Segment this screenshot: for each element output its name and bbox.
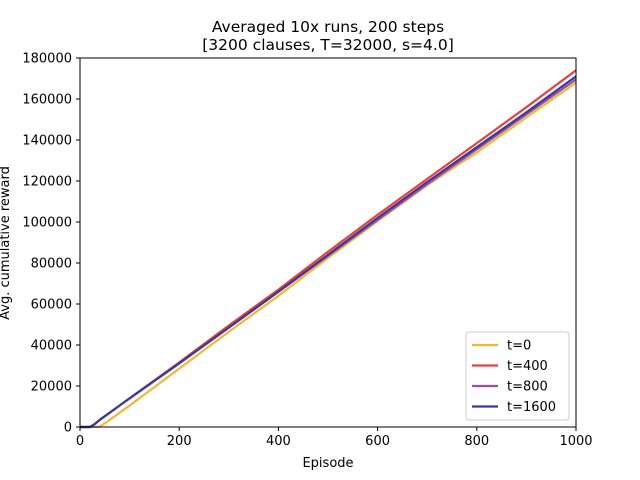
y-tick-label-9: 180000 xyxy=(22,52,72,67)
y-tick-label-8: 160000 xyxy=(22,93,72,108)
y-tick-label-3: 60000 xyxy=(31,298,72,313)
series-line-0 xyxy=(80,81,577,429)
x-tick-label-2: 400 xyxy=(266,434,291,449)
chart-title: Averaged 10x runs, 200 steps xyxy=(212,18,444,36)
x-tick-label-1: 200 xyxy=(167,434,192,449)
legend: t=0 t=400 t=800 t=1600 xyxy=(465,331,570,421)
y-tick-label-2: 40000 xyxy=(31,339,72,354)
y-tick-label-1: 20000 xyxy=(31,380,72,395)
legend-label-2: t=800 xyxy=(507,380,548,395)
x-axis-label: Episode xyxy=(302,456,353,471)
y-tick-label-0: 0 xyxy=(64,421,72,436)
legend-label-1: t=400 xyxy=(507,359,548,374)
y-tick-label-7: 140000 xyxy=(22,134,72,149)
x-tick-label-5: 1000 xyxy=(559,434,592,449)
x-axis: 0 200 400 600 800 1000 xyxy=(76,427,593,449)
y-axis: 0 20000 40000 60000 80000 100000 120000 140000 1… xyxy=(22,52,80,436)
y-tick-label-6: 120000 xyxy=(22,175,72,190)
y-axis-label: Avg. cumulative reward xyxy=(0,166,13,320)
series-layer xyxy=(80,69,577,429)
chart-subtitle: [3200 clauses, T=32000, s=4.0] xyxy=(202,36,454,54)
legend-box xyxy=(465,331,570,421)
x-tick-label-4: 800 xyxy=(464,434,489,449)
x-tick-label-0: 0 xyxy=(76,434,84,449)
series-line-3 xyxy=(80,75,577,429)
legend-label-0: t=0 xyxy=(507,339,531,354)
plot-frame xyxy=(79,57,577,428)
x-tick-label-3: 600 xyxy=(365,434,390,449)
legend-label-3: t=1600 xyxy=(507,400,556,415)
y-tick-label-5: 100000 xyxy=(22,216,72,231)
y-tick-label-4: 80000 xyxy=(31,257,72,272)
